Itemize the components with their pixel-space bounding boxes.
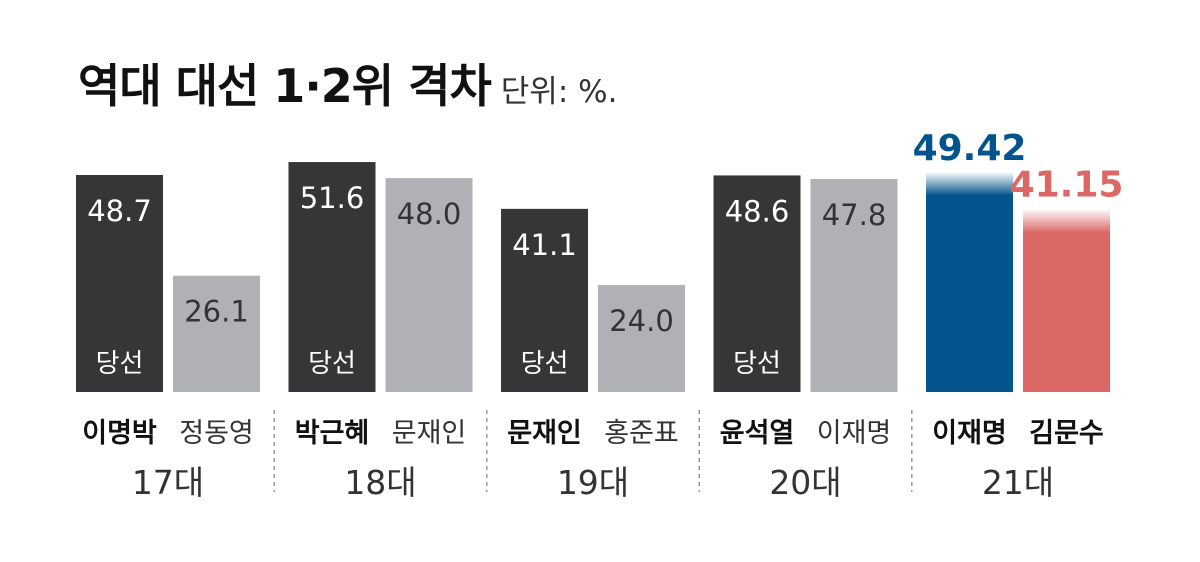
bar-value-label: 26.1: [184, 295, 249, 329]
winner-bar: [713, 175, 801, 392]
winner-bar-fade: [926, 171, 1013, 196]
winner-tag: 당선: [308, 349, 356, 379]
winner-bar: [501, 208, 588, 392]
election-group: 49.42 이재명 41.15 김문수 21대: [913, 128, 1124, 502]
winner-name-label: 이재명: [932, 418, 1007, 449]
runner-up-bar: [385, 178, 473, 392]
runner-up-bar: [598, 285, 685, 392]
runner-up-name-label: 홍준표: [604, 418, 679, 449]
bar-value-label: 48.7: [87, 194, 152, 228]
winner-name-label: 윤석열: [720, 418, 795, 449]
winner-name-label: 문재인: [507, 418, 582, 449]
winner-tag: 당선: [521, 349, 569, 379]
bar-value-label: 51.6: [300, 181, 365, 215]
chart-title-text: 역대 대선 1·2위 격차: [78, 59, 492, 113]
winner-name-label: 박근혜: [295, 418, 370, 449]
bar-value-label: 48.0: [397, 197, 462, 231]
election-label: 21대: [982, 463, 1054, 502]
winner-bar: [76, 174, 163, 392]
winner-name-label: 이명박: [82, 418, 157, 449]
winner-bar: [288, 162, 376, 392]
bar-value-label: 24.0: [609, 304, 674, 338]
election-label: 18대: [344, 463, 416, 502]
bar-value-label: 47.8: [822, 198, 887, 232]
bar-value-label: 48.6: [725, 194, 790, 228]
runner-up-name-label: 정동영: [179, 418, 254, 449]
chart-title: 역대 대선 1·2위 격차 단위: %.: [78, 58, 617, 120]
winner-tag: 당선: [733, 349, 781, 379]
winner-tag: 당선: [96, 349, 144, 379]
bar-value-label: 49.42: [913, 128, 1027, 169]
runner-up-bar-fade: [1023, 208, 1110, 233]
bar-value-label: 41.15: [1010, 165, 1124, 206]
runner-up-name-label: 이재명: [817, 418, 892, 449]
runner-up-bar: [1023, 232, 1110, 392]
bar-value-label: 41.1: [512, 228, 577, 262]
election-label: 17대: [132, 463, 204, 502]
winner-bar: [926, 195, 1013, 392]
runner-up-name-label: 문재인: [392, 418, 467, 449]
chart-unit-label: 단위: %.: [500, 74, 618, 110]
runner-up-bar: [810, 179, 898, 392]
runner-up-bar: [173, 275, 260, 392]
runner-up-name-label: 김문수: [1029, 418, 1104, 449]
election-label: 19대: [557, 463, 629, 502]
election-label: 20대: [769, 463, 841, 502]
